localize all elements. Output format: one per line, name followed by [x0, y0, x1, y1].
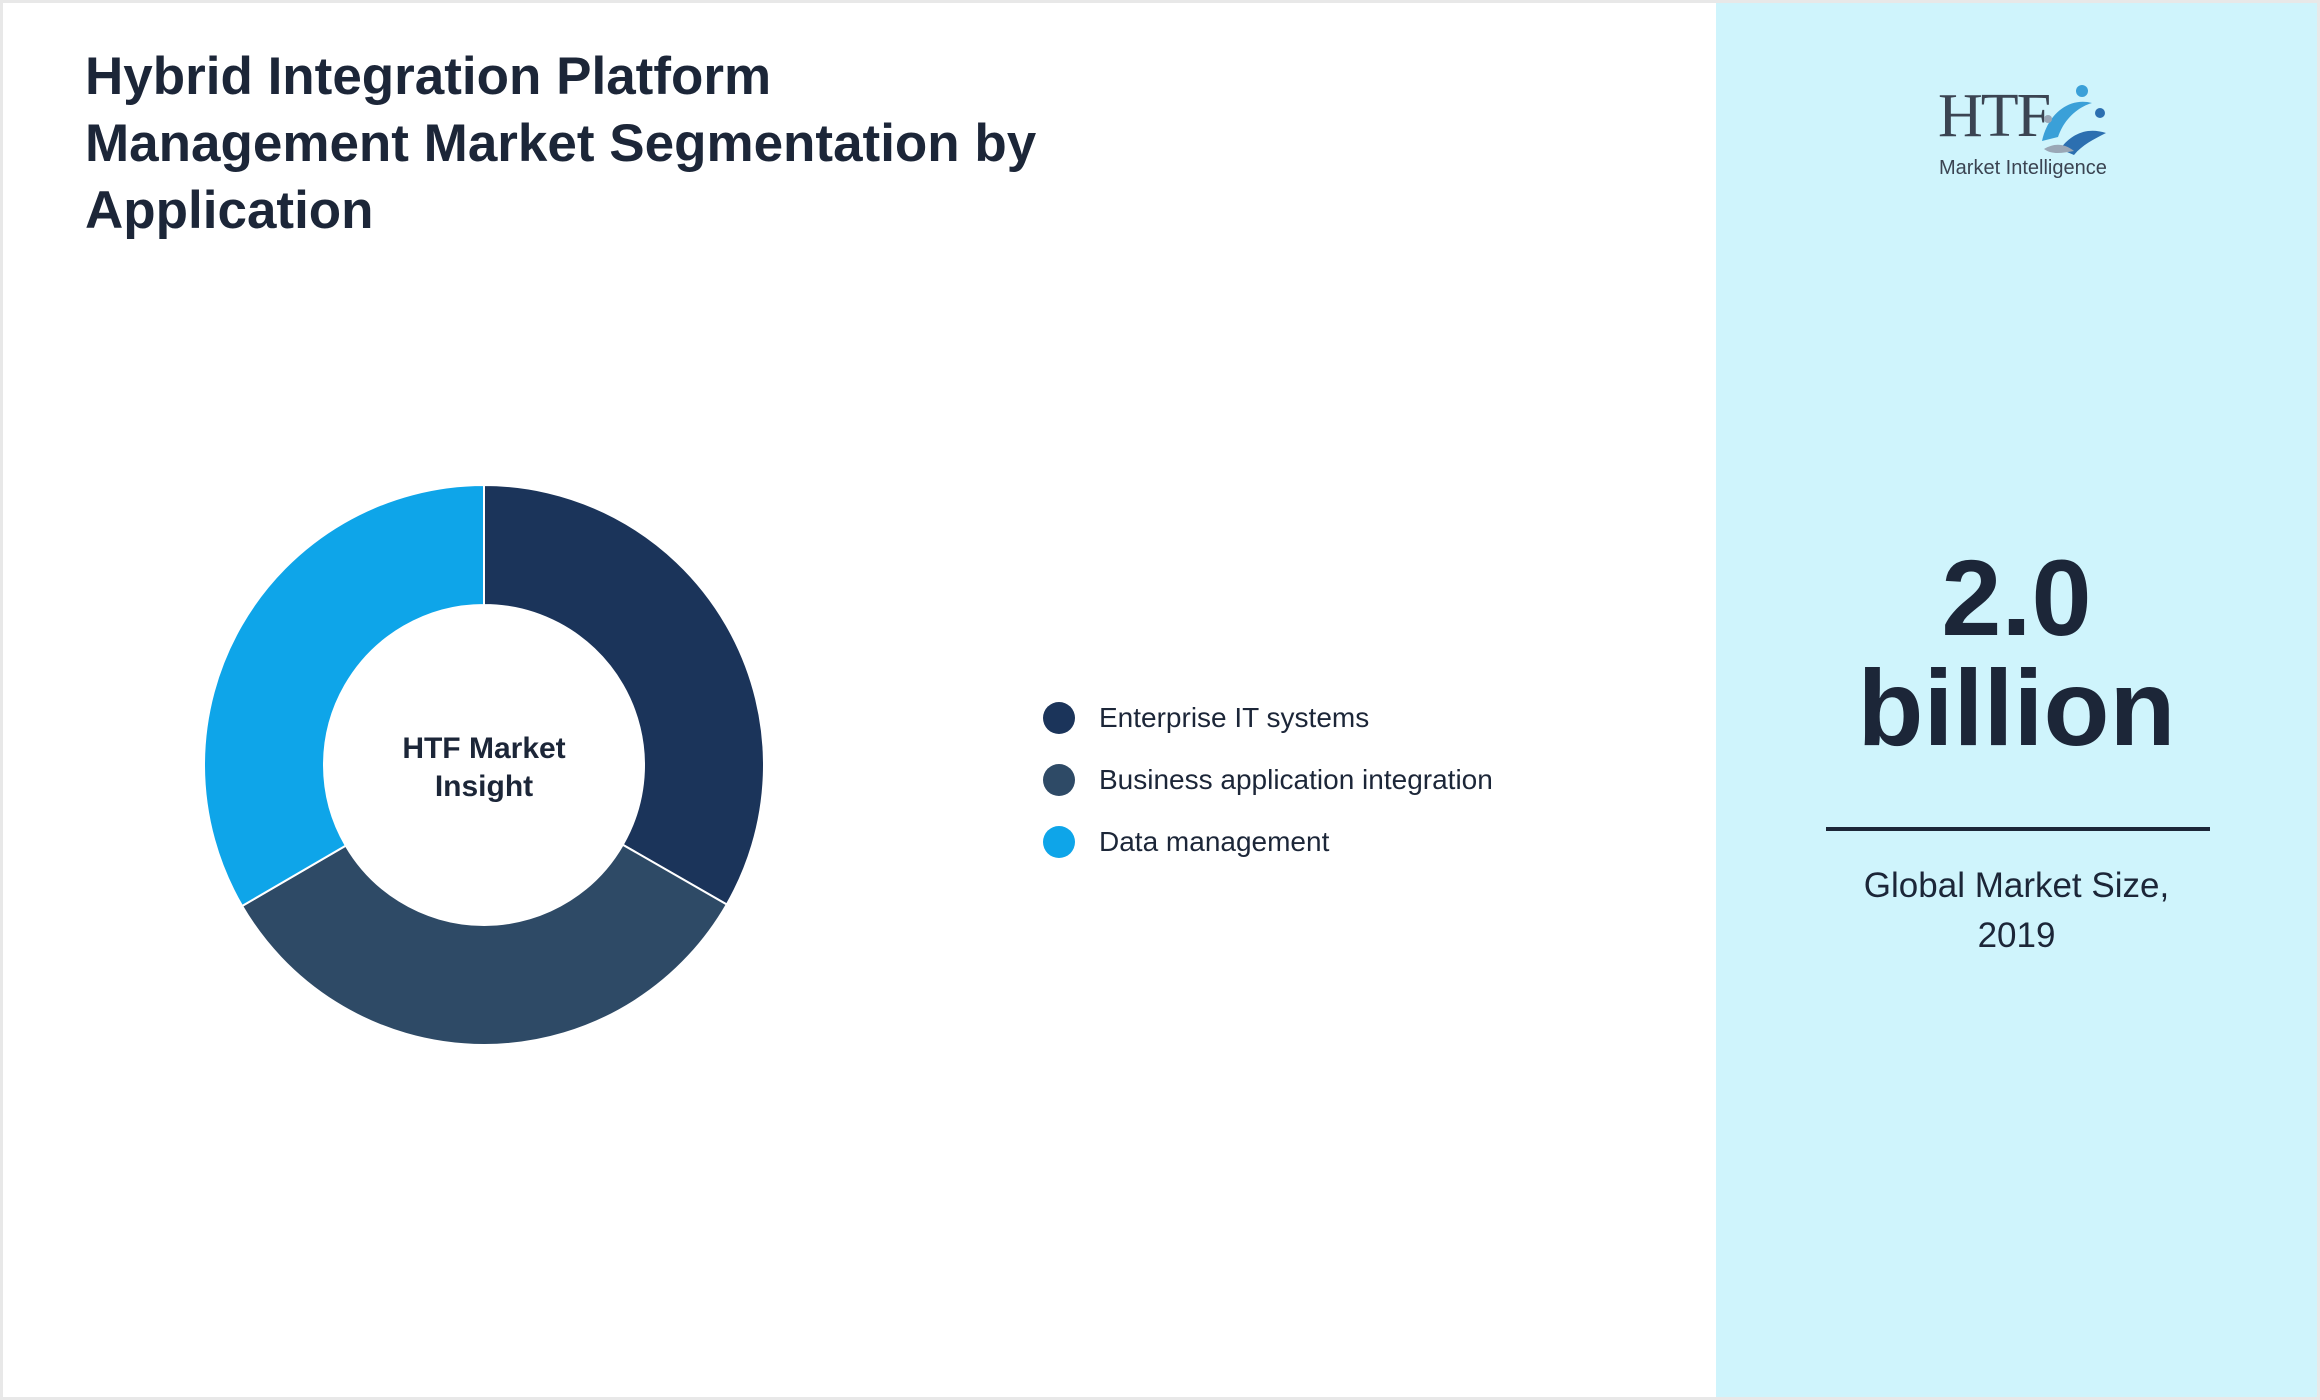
legend-label: Enterprise IT systems — [1099, 702, 1370, 733]
market-size-value: 2.0 billion — [1716, 543, 2317, 763]
legend-item: Business application integration — [1043, 749, 1493, 811]
divider-line — [1826, 827, 2210, 831]
legend-swatch — [1043, 702, 1075, 734]
chart-legend: Enterprise IT systems Business applicatio… — [1043, 687, 1493, 873]
legend-item: Enterprise IT systems — [1043, 687, 1493, 749]
chart-title: Hybrid Integration Platform Management M… — [85, 47, 1037, 240]
market-size-unit: billion — [1857, 647, 2176, 768]
infographic-card: Hybrid Integration Platform Management M… — [3, 3, 2317, 1397]
chart-panel: Hybrid Integration Platform Management M… — [3, 3, 1716, 1397]
donut-slices — [203, 483, 765, 1046]
legend-label: Data management — [1099, 826, 1330, 857]
donut-chart: HTF Market Insight — [203, 483, 765, 1046]
market-size-number: 2.0 — [1941, 537, 2092, 658]
legend-item: Data management — [1043, 811, 1493, 873]
legend-swatch — [1043, 826, 1075, 858]
donut-slice-enterprise-it-systems — [483, 483, 765, 906]
caption-line-1: Global Market Size, — [1863, 866, 2170, 905]
legend-swatch — [1043, 764, 1075, 796]
htf-logo: HTF Market Intelligence — [1926, 81, 2126, 191]
market-size-caption: Global Market Size, 2019 — [1716, 861, 2317, 961]
logo-swirl-icon — [2042, 85, 2106, 155]
donut-slice-data-management — [203, 483, 485, 908]
caption-line-2: 2019 — [1977, 916, 2056, 955]
legend-label: Business application integration — [1099, 764, 1493, 795]
donut-center-label-line-1: HTF Market — [402, 732, 565, 765]
donut-center-label-line-2: Insight — [435, 770, 533, 803]
donut-slice-business-application-integration — [240, 843, 729, 1046]
logo-letters: HTF — [1938, 82, 2051, 150]
market-size-panel: HTF Market Intelligence 2.0 billion Glob… — [1716, 3, 2317, 1397]
logo-subtitle: Market Intelligence — [1939, 157, 2107, 179]
